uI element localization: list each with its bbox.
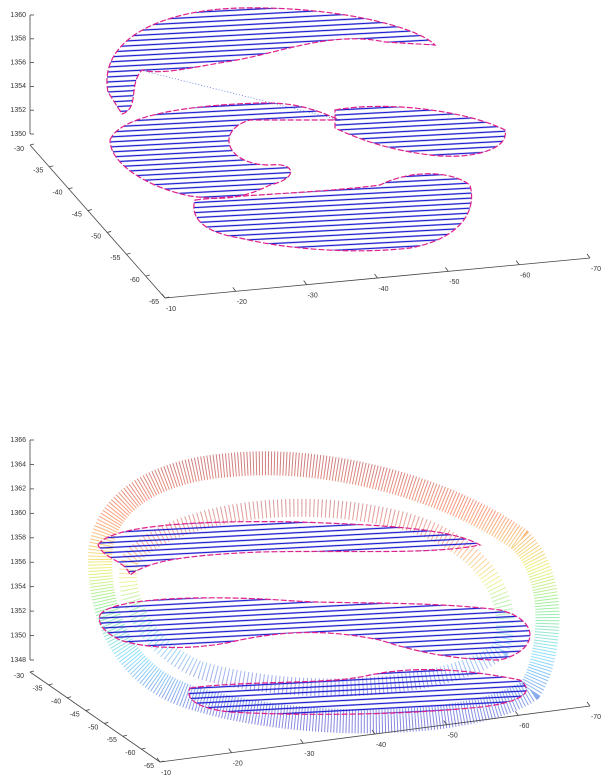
figure: 1350 1352 1354 1356 1358 1360 -65 -60 -55 -50 -45 -… <box>0 0 611 778</box>
x-tick-label: -50 <box>448 733 458 740</box>
x-tick-label: -30 <box>304 751 314 758</box>
y-tick-label: -45 <box>72 211 82 218</box>
x-tick-label: -70 <box>591 266 601 273</box>
z-tick-label: 1364 <box>10 461 26 468</box>
x-tick-label: -60 <box>519 723 529 730</box>
y-tick-label: -50 <box>91 233 101 240</box>
y-tick-label: -40 <box>52 190 62 197</box>
y-tick-label: -30 <box>14 146 24 153</box>
y-tick-label: -35 <box>33 168 43 175</box>
z-tick-label: 1360 <box>10 12 26 19</box>
y-tick <box>69 188 73 189</box>
x-tick <box>375 274 378 278</box>
y-tick <box>49 166 53 167</box>
x-tick-label: -10 <box>161 770 171 777</box>
y-tick-label: -60 <box>130 277 140 284</box>
z-tick-label: 1360 <box>10 510 26 517</box>
x-tick-label: -50 <box>449 279 459 286</box>
x-tick <box>304 281 307 285</box>
y-tick-label: -30 <box>14 673 24 680</box>
y-tick-label: -55 <box>107 737 117 744</box>
y-tick <box>104 722 108 723</box>
y-tick-label: -35 <box>32 686 42 693</box>
z-tick-label: 1354 <box>10 584 26 591</box>
y-tick <box>30 671 34 672</box>
x-tick <box>229 749 232 753</box>
z-tick-label: 1350 <box>10 632 26 639</box>
z-tick-label: 1358 <box>10 535 26 542</box>
z-tick-label: 1358 <box>10 36 26 43</box>
x-tick-label: -40 <box>378 286 388 293</box>
z-tick-label: 1356 <box>10 559 26 566</box>
y-tick <box>123 735 127 736</box>
y-tick-label: -50 <box>88 724 98 731</box>
x-tick-label: -10 <box>166 306 176 313</box>
y-tick <box>49 684 53 685</box>
x-tick-label: -20 <box>237 299 247 306</box>
x-tick <box>445 267 448 271</box>
y-tick-label: -65 <box>149 299 159 306</box>
y-tick <box>67 697 71 698</box>
x-tick-label: -20 <box>233 761 243 768</box>
x-tick-label: -30 <box>308 293 318 300</box>
y-tick-label: -65 <box>144 763 154 770</box>
y-tick <box>141 748 145 749</box>
y-tick <box>146 275 150 276</box>
y-axis <box>30 672 160 762</box>
x-tick <box>300 739 303 743</box>
x-tick-label: -60 <box>520 273 530 280</box>
y-tick-label: -60 <box>125 750 135 757</box>
x-tick <box>515 711 518 715</box>
y-tick <box>126 253 130 254</box>
y-tick-label: -45 <box>70 711 80 718</box>
z-tick-label: 1350 <box>10 131 26 138</box>
x-tick <box>587 254 590 258</box>
x-tick <box>587 702 590 706</box>
x-tick <box>162 294 165 298</box>
z-tick-label: 1352 <box>10 107 26 114</box>
y-tick <box>86 710 90 711</box>
x-tick-label: -70 <box>591 714 601 721</box>
z-tick-label: 1354 <box>10 83 26 90</box>
y-tick-label: -40 <box>51 699 61 706</box>
bottom-mesh <box>98 463 548 721</box>
z-tick-label: 1356 <box>10 59 26 66</box>
x-tick <box>233 287 236 291</box>
y-tick-label: -55 <box>110 255 120 262</box>
x-tick-label: -40 <box>376 742 386 749</box>
z-tick-label: 1362 <box>10 486 26 493</box>
top-slices <box>107 8 505 251</box>
y-tick <box>88 210 92 211</box>
y-tick <box>30 144 34 145</box>
z-tick-label: 1352 <box>10 608 26 615</box>
x-tick <box>516 261 519 265</box>
z-tick-label: 1366 <box>10 437 26 444</box>
z-tick-label: 1348 <box>10 657 26 664</box>
y-tick <box>107 231 111 232</box>
